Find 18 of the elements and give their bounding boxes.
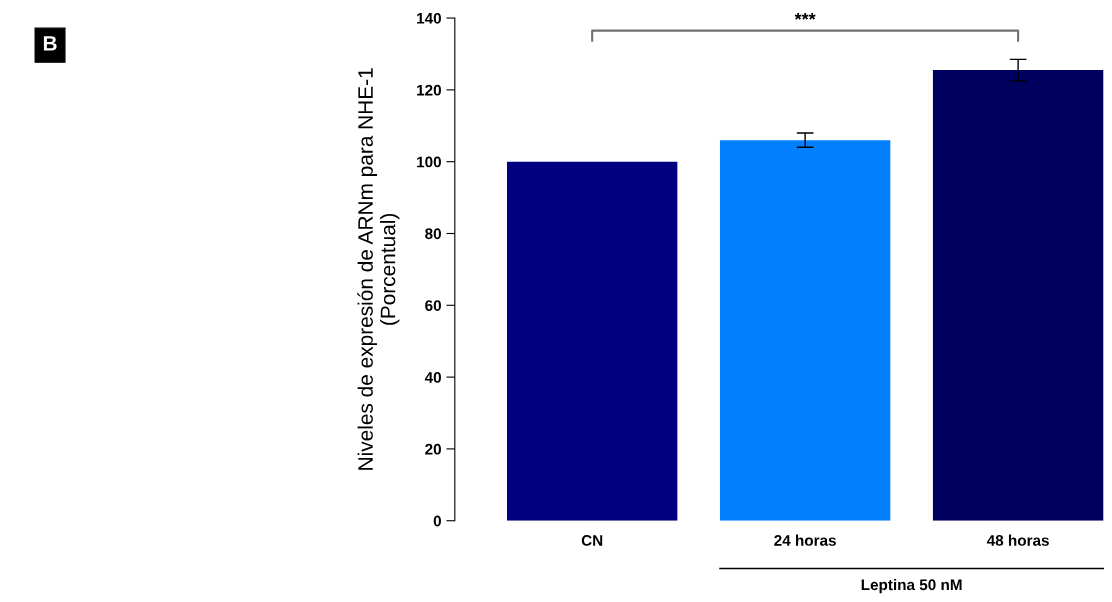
y-tick-label: 80 [425,228,441,240]
y-tick-label: 140 [417,12,441,24]
bar [719,140,891,521]
y-tick-label: 120 [417,84,441,96]
y-tick-label: 100 [417,156,441,168]
x-tick-label: 48 horas [986,534,1049,546]
text: B [43,36,57,51]
text: Leptina 50 nM [861,578,962,594]
x-tick-label: 24 horas [774,534,836,546]
y-tick-label: 20 [425,443,441,455]
bar [932,70,1104,521]
y-tick-label: 60 [425,300,441,311]
x-tick-label: CN [581,535,603,546]
y-tick-label: 40 [424,371,441,383]
bar [506,161,678,521]
y-tick-label: 0 [433,515,441,527]
annotation: *** [794,12,816,20]
y-axis-title: Niveles de expresión de ARNm para NHE-1 (Porcentual) [357,68,400,470]
